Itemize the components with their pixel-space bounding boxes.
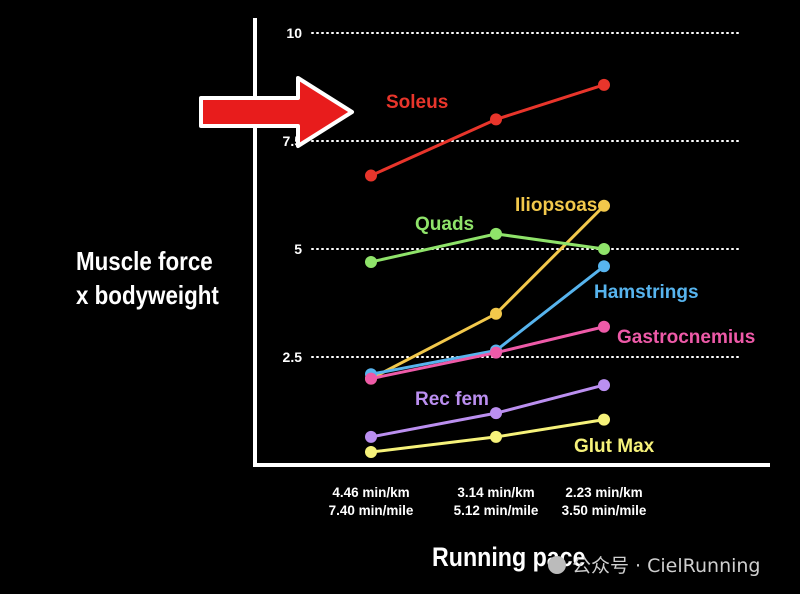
data-point (365, 255, 377, 268)
data-point (598, 379, 610, 392)
y-tick-label: 5 (294, 241, 302, 257)
series-label: Rec fem (415, 389, 489, 410)
series-labels: Soleus Iliopsoas Quads Hamstrings Gastrocnem… (386, 92, 755, 457)
data-point (490, 430, 502, 443)
data-point (365, 372, 377, 385)
data-point (365, 430, 377, 443)
x-tick-label: 5.12 min/mile (454, 503, 539, 518)
x-tick-label: 2.23 min/km (565, 485, 642, 500)
series-label: Soleus (386, 92, 448, 113)
x-tick-label: 3.14 min/km (457, 485, 534, 500)
series-label: Hamstrings (594, 282, 699, 303)
y-axis-title-line: Muscle force (76, 246, 213, 276)
data-point (490, 307, 502, 320)
series-label: Iliopsoas (515, 195, 597, 216)
series-label: Glut Max (574, 436, 655, 457)
data-point (598, 243, 610, 255)
y-tick-label: 10 (286, 25, 302, 41)
watermark: 公众号 · CielRunning (548, 551, 761, 578)
data-point (365, 446, 377, 459)
data-point (490, 407, 502, 420)
data-point (490, 113, 502, 126)
gridlines (311, 32, 741, 358)
watermark-text: 公众号 · CielRunning (572, 555, 761, 577)
series-line (370, 232, 605, 264)
wechat-logo-icon (548, 556, 566, 574)
data-point (598, 199, 610, 212)
data-point (598, 260, 610, 273)
red-arrow-annotation (199, 76, 354, 148)
series-line (370, 418, 605, 454)
data-point (490, 227, 502, 240)
y-tick-label: 2.5 (283, 349, 303, 365)
data-point (365, 169, 377, 182)
x-tick-labels: 4.46 min/km 7.40 min/mile 3.14 min/km 5.12 … (329, 485, 647, 518)
series-line (370, 265, 605, 376)
y-axis-title: Muscle force x bodyweight (76, 244, 219, 312)
series-label: Quads (415, 214, 474, 235)
y-axis-title-line: x bodyweight (76, 280, 219, 310)
data-point (598, 320, 610, 333)
series-label: Gastrocnemius (617, 327, 755, 348)
x-tick-label: 4.46 min/km (332, 485, 409, 500)
data-point (490, 346, 502, 359)
series-group (365, 78, 610, 459)
data-point (598, 413, 610, 426)
x-tick-label: 7.40 min/mile (329, 503, 414, 518)
x-tick-label: 3.50 min/mile (562, 503, 647, 518)
data-point (598, 78, 610, 91)
y-tick-labels: 2.557.510 (283, 25, 303, 365)
